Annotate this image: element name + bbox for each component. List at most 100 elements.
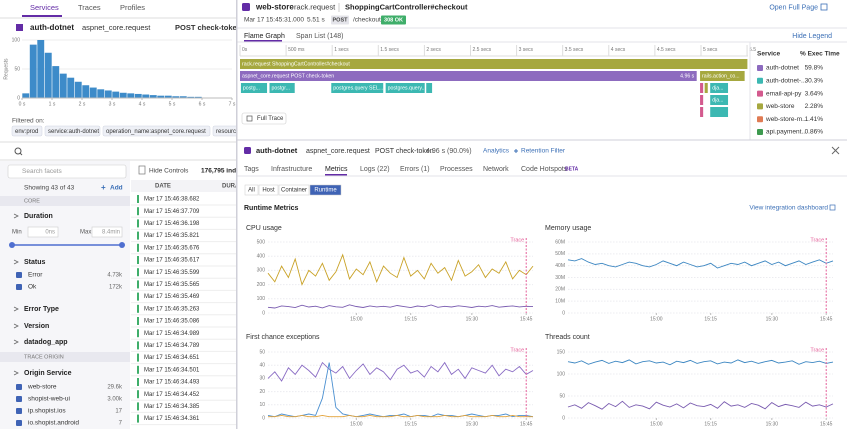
- subtab-label[interactable]: Runtime: [314, 188, 337, 194]
- span[interactable]: [240, 71, 697, 81]
- span[interactable]: [700, 71, 745, 81]
- span[interactable]: [710, 107, 729, 117]
- row-date[interactable]: Mar 17 15:46:34.385: [144, 404, 200, 410]
- status-bar: [137, 317, 139, 325]
- x-tick-label: 15:45: [520, 316, 533, 322]
- legend-name: web-store-m...: [765, 116, 808, 123]
- x-tick-label: 5.5: [749, 47, 756, 53]
- tab[interactable]: Tags: [244, 166, 259, 173]
- legend-value: 3.64%: [805, 90, 824, 97]
- span[interactable]: [710, 95, 729, 105]
- series-line: [567, 359, 834, 366]
- row-date[interactable]: Mar 17 15:46:35.469: [144, 294, 200, 300]
- full-trace-button[interactable]: Full Trace: [257, 116, 284, 122]
- hide-controls[interactable]: Hide Controls: [149, 168, 189, 175]
- subtab-label[interactable]: Host: [262, 188, 275, 194]
- row-date[interactable]: Mar 17 15:46:34.493: [144, 380, 200, 386]
- span[interactable]: [269, 83, 295, 93]
- y-tick-label: 0: [262, 310, 265, 316]
- hide-legend[interactable]: Hide Legend: [792, 33, 832, 40]
- subtab: [309, 184, 342, 196]
- x-tick-label: 15:15: [404, 421, 417, 427]
- label: DURA: [222, 184, 240, 190]
- series-line: [268, 414, 533, 418]
- span-label: postgres.query SEL...: [333, 86, 383, 92]
- y-tick-label: 0: [262, 415, 265, 421]
- tab[interactable]: Span List (148): [296, 33, 343, 40]
- span[interactable]: [331, 83, 384, 93]
- add-facet[interactable]: Add: [110, 185, 123, 192]
- active-tab-indicator: [325, 174, 347, 176]
- nav-tab[interactable]: Services: [30, 3, 59, 12]
- button: [241, 112, 287, 125]
- row-date[interactable]: Mar 17 15:46:34.989: [144, 331, 200, 337]
- y-tick-label: 20M: [555, 287, 565, 293]
- tab[interactable]: Errors (1): [400, 166, 430, 173]
- icon: [138, 165, 146, 175]
- tab[interactable]: Metrics: [325, 166, 348, 173]
- label: POST check-token: [375, 148, 434, 155]
- trace-marker-label: Trace: [810, 237, 824, 243]
- span[interactable]: [700, 95, 704, 105]
- chart-title: CPU usage: [246, 225, 282, 232]
- label[interactable]: Retention Filter: [521, 148, 566, 155]
- row-date[interactable]: Mar 17 15:46:35.617: [144, 258, 200, 264]
- tab[interactable]: Code Hotspots: [521, 166, 568, 173]
- row-date[interactable]: Mar 17 15:46:35.599: [144, 270, 200, 276]
- tab[interactable]: Processes: [440, 166, 473, 173]
- filter-chip-label: env:prod: [15, 129, 38, 135]
- row-date[interactable]: Mar 17 15:46:34.452: [144, 392, 200, 398]
- slider-handle[interactable]: [9, 242, 15, 248]
- label[interactable]: Analytics: [483, 148, 510, 155]
- span[interactable]: [710, 83, 729, 93]
- x-tick-label: 15:00: [350, 316, 363, 322]
- x-tick-label: 1 s: [49, 101, 56, 107]
- legend-value: 2.28%: [805, 103, 824, 110]
- y-tick-label: 200: [257, 282, 266, 288]
- span[interactable]: [385, 83, 425, 93]
- row-date[interactable]: Mar 17 15:46:38.682: [144, 197, 200, 203]
- row-date[interactable]: Mar 17 15:46:35.086: [144, 319, 200, 325]
- label: Filtered on:: [12, 118, 45, 125]
- row-date[interactable]: Mar 17 15:46:36.198: [144, 221, 200, 227]
- subtab-label[interactable]: All: [248, 188, 255, 194]
- row-date[interactable]: Mar 17 15:46:35.565: [144, 282, 200, 288]
- legend-name: web-store: [765, 103, 795, 110]
- span[interactable]: [426, 83, 433, 93]
- tab[interactable]: Logs (22): [360, 166, 390, 173]
- service-icon: [242, 3, 250, 11]
- row-date[interactable]: Mar 17 15:46:35.821: [144, 233, 200, 239]
- tab[interactable]: Flame Graph: [244, 33, 285, 40]
- label[interactable]: Version: [24, 323, 49, 330]
- tab[interactable]: Infrastructure: [271, 166, 312, 173]
- slider-handle[interactable]: [119, 242, 125, 248]
- row-date[interactable]: Mar 17 15:46:35.263: [144, 306, 200, 312]
- span[interactable]: [700, 107, 704, 117]
- label: auth-dotnet: [256, 146, 298, 155]
- series-line: [267, 361, 534, 382]
- legend-name: auth-dotnet-...: [766, 78, 807, 85]
- label[interactable]: datadog_app: [24, 339, 68, 346]
- checkbox: [16, 384, 22, 390]
- row-date[interactable]: Mar 17 15:46:34.651: [144, 355, 200, 361]
- row-date[interactable]: Mar 17 15:46:35.676: [144, 245, 200, 251]
- y-tick-label: 400: [257, 254, 266, 260]
- span[interactable]: [704, 83, 708, 93]
- status-bar: [137, 402, 139, 411]
- span[interactable]: [240, 83, 268, 93]
- tab[interactable]: Network: [483, 166, 509, 173]
- row-date[interactable]: Mar 17 15:46:34.501: [144, 367, 200, 373]
- open-full-page[interactable]: Open Full Page: [769, 4, 818, 11]
- row-date[interactable]: Mar 17 15:46:34.361: [144, 416, 200, 422]
- nav-tab[interactable]: Profiles: [120, 3, 145, 12]
- row-date[interactable]: Mar 17 15:46:37.709: [144, 209, 200, 215]
- label[interactable]: Error Type: [24, 306, 59, 313]
- span[interactable]: [240, 59, 748, 69]
- label: POST check-token: [175, 23, 242, 32]
- label[interactable]: View integration dashboard: [749, 205, 828, 212]
- row-date[interactable]: Mar 17 15:46:34.789: [144, 343, 200, 349]
- subtab-label[interactable]: Container: [281, 188, 307, 194]
- nav-tab[interactable]: Traces: [78, 3, 101, 12]
- span[interactable]: [700, 83, 704, 93]
